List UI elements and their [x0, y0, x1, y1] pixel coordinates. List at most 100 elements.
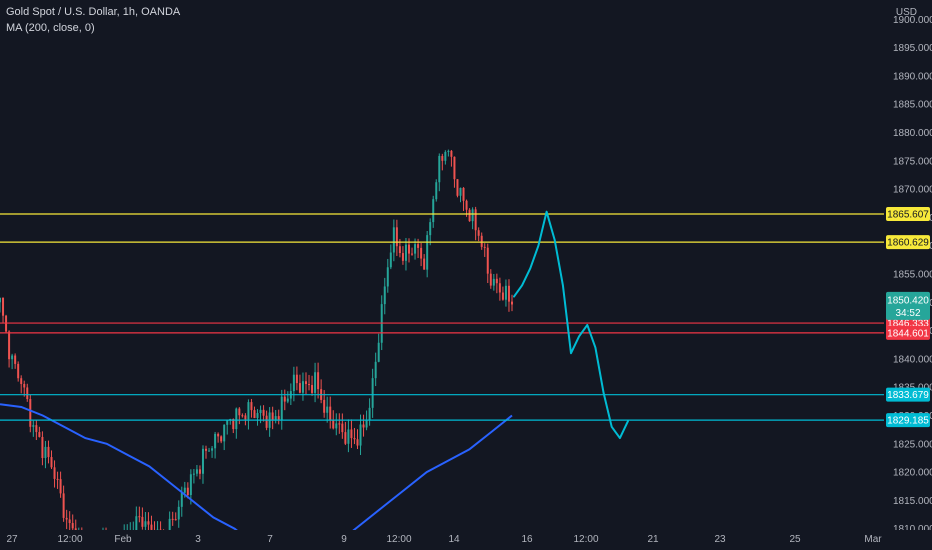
candle-body: [462, 187, 465, 201]
candle-body: [314, 372, 317, 393]
candle-body: [489, 273, 492, 286]
candle-body: [492, 278, 495, 286]
projection-drawing[interactable]: [513, 210, 629, 440]
candle-body: [65, 517, 68, 520]
candle-body: [338, 423, 341, 425]
candle-body: [144, 521, 147, 527]
candle-body: [447, 150, 450, 152]
candle-body: [404, 244, 407, 261]
candle-body: [14, 355, 17, 364]
candle-body: [62, 493, 65, 518]
candle-body: [465, 200, 468, 210]
price-axis[interactable]: USD1810.0001815.0001820.0001825.0001830.…: [884, 0, 932, 550]
candle-body: [141, 516, 144, 527]
candle-body: [147, 521, 150, 525]
candle-body: [365, 420, 368, 428]
candle-body: [23, 383, 26, 388]
candle-body: [311, 385, 314, 393]
candle-body: [335, 423, 338, 429]
price-tick-label: 1885.000: [893, 100, 932, 111]
candle-body: [0, 297, 1, 303]
horizontal-lines[interactable]: [0, 213, 884, 421]
candle-body: [174, 519, 177, 521]
candle-body: [198, 469, 201, 474]
candle-body: [389, 252, 392, 268]
candle-body: [483, 246, 486, 248]
candle-body: [423, 258, 426, 270]
candle-body: [417, 244, 420, 248]
candle-body: [50, 457, 53, 468]
candle-body: [283, 396, 286, 402]
price-tick-label: 1815.000: [893, 496, 932, 507]
candle-body: [395, 227, 398, 247]
candle-body: [20, 378, 23, 384]
last-price-box[interactable]: [886, 291, 930, 320]
candle-body: [192, 473, 195, 475]
candle-body: [26, 387, 29, 400]
candle-body: [11, 355, 14, 360]
price-line-label-box[interactable]: [886, 206, 930, 221]
countdown-label: 34:52: [895, 308, 920, 319]
candle-body: [195, 469, 198, 474]
time-tick-label: 14: [448, 534, 460, 545]
candle-body: [2, 297, 5, 316]
projection-path[interactable]: [513, 210, 629, 440]
candle-body: [344, 432, 347, 444]
candle-body: [362, 424, 365, 428]
indicator-legend[interactable]: MA (200, close, 0): [6, 22, 95, 34]
candle-body: [511, 301, 513, 305]
candle-body: [456, 179, 459, 196]
candle-body: [205, 448, 208, 451]
candle-body: [208, 450, 211, 452]
candle-body: [347, 429, 350, 444]
candle-body: [341, 423, 344, 433]
candle-body: [253, 410, 256, 419]
candle-body: [280, 396, 283, 420]
candle-body: [71, 523, 74, 529]
candle-body: [44, 446, 47, 459]
candle-body: [286, 398, 289, 402]
candle-body: [265, 415, 268, 428]
candle-body: [474, 209, 477, 231]
candle-body: [47, 446, 50, 458]
candle-body: [41, 436, 44, 459]
price-line-label-box[interactable]: [886, 413, 930, 428]
price-tick-label: 1895.000: [893, 43, 932, 54]
candle-body: [329, 406, 332, 421]
candle-body: [323, 399, 326, 413]
price-line-label-box[interactable]: [886, 387, 930, 402]
candle-body: [453, 156, 456, 180]
time-tick-label: 16: [521, 534, 533, 545]
candle-body: [480, 235, 483, 247]
candle-body: [471, 209, 474, 222]
time-tick-label: 21: [647, 534, 659, 545]
candle-body: [356, 439, 359, 446]
candle-body: [214, 433, 217, 449]
candle-body: [262, 409, 265, 416]
candle-body: [247, 402, 250, 420]
price-tick-label: 1825.000: [893, 439, 932, 450]
candle-body: [459, 187, 462, 196]
time-tick-label: 12:00: [386, 534, 411, 545]
time-tick-label: 9: [341, 534, 347, 545]
candle-body: [407, 244, 410, 254]
candle-body: [501, 292, 504, 300]
candle-body: [332, 420, 335, 429]
price-line-label-box[interactable]: [886, 235, 930, 250]
time-tick-label: Feb: [114, 534, 132, 545]
time-tick-label: 23: [714, 534, 726, 545]
candle-body: [304, 381, 307, 385]
price-line-label: 1844.601: [887, 328, 929, 339]
candle-body: [138, 516, 141, 518]
candle-body: [438, 155, 441, 183]
chart-title: Gold Spot / U.S. Dollar, 1h, OANDA: [6, 6, 181, 18]
candle-body: [398, 246, 401, 254]
time-tick-label: 3: [195, 534, 201, 545]
price-line-label: 1860.629: [887, 238, 929, 249]
candle-body: [368, 407, 371, 421]
time-axis[interactable]: 27 12:00 Feb 3 7 9 12:00 14 16 12:00 21 23 25 Mar: [0, 530, 932, 550]
price-line-label-box[interactable]: [886, 325, 930, 340]
candle-body: [150, 524, 153, 530]
last-price-label: 1850.420: [887, 295, 929, 306]
